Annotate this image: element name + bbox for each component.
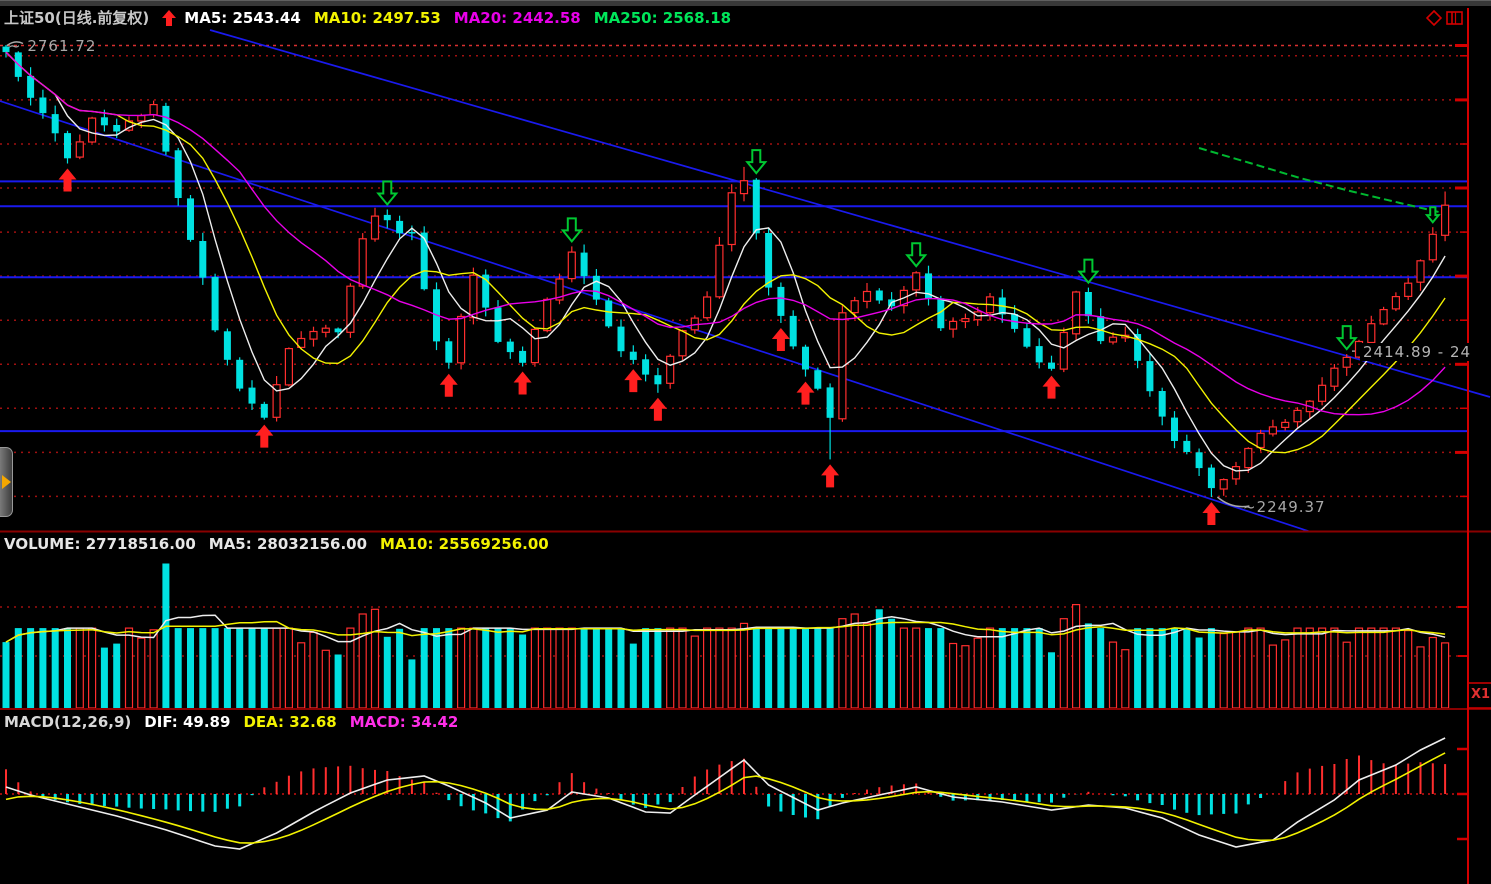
diamond-icon[interactable]: [1426, 10, 1442, 26]
expand-arrow-icon: [2, 475, 11, 489]
split-window-icon[interactable]: [1446, 10, 1463, 26]
macd-dea-value: DEA: 32.68: [243, 713, 337, 731]
price-high-label: ~ 2761.72: [8, 37, 97, 55]
ma10-value: MA10: 2497.53: [313, 8, 441, 27]
header-toolbar: [1426, 10, 1463, 26]
volume-header: VOLUME: 27718516.00 MA5: 28032156.00 MA1…: [4, 534, 562, 554]
symbol-title: 上证50(日线.前复权): [4, 9, 150, 27]
main-pane: [0, 29, 1491, 531]
sidebar-expand-handle[interactable]: [0, 447, 13, 517]
axis-scale-label: X1: [1471, 687, 1491, 702]
ma5-value: MA5: 2543.44: [184, 8, 301, 27]
price-alert-label[interactable]: 2414.89 - 24: [1360, 343, 1475, 361]
macd-value: MACD: 34.42: [349, 713, 459, 731]
volume-ma10-value: MA10: 25569256.00: [380, 535, 549, 553]
main-chart-header: 上证50(日线.前复权) MA5: 2543.44 MA10: 2497.53 …: [4, 7, 744, 28]
macd-header: MACD(12,26,9) DIF: 49.89 DEA: 32.68 MACD…: [4, 712, 471, 732]
volume-ma5-value: MA5: 28032156.00: [208, 535, 368, 553]
macd-pane: [0, 737, 1468, 850]
macd-title: MACD(12,26,9): [4, 713, 132, 731]
macd-dif-value: DIF: 49.89: [144, 713, 231, 731]
buy-signal-arrow-icon: [162, 9, 177, 26]
window-title-strip: [0, 0, 1491, 6]
volume-pane: [0, 563, 1468, 709]
ma20-value: MA20: 2442.58: [453, 8, 581, 27]
volume-value: VOLUME: 27718516.00: [4, 535, 196, 553]
price-low-label: ~2249.37: [1243, 498, 1326, 516]
ma250-value: MA250: 2568.18: [593, 8, 732, 27]
